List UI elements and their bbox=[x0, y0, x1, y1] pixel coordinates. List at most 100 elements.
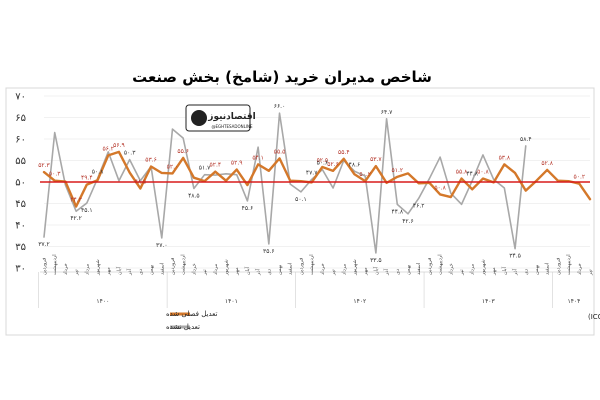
x-tick-label: فروردین bbox=[555, 257, 561, 275]
data-label-adjusted: ۵۰.۸ bbox=[477, 169, 489, 176]
data-label-adjusted: ۵۰.۸ bbox=[434, 184, 446, 191]
data-label-raw: ۴۲.۶ bbox=[402, 218, 414, 225]
series-unadjusted bbox=[43, 112, 527, 254]
y-tick-label: ۶۵ bbox=[15, 113, 26, 124]
data-label-raw: ۵۰.۸ bbox=[92, 169, 104, 176]
data-label-raw: ۵۰.۳ bbox=[124, 150, 136, 157]
legend-label-adjusted: تعدیل فصلی شده bbox=[166, 310, 218, 318]
x-tick-label: آذر bbox=[383, 268, 390, 276]
data-label-raw: ۳۵.۶ bbox=[263, 248, 275, 255]
x-tick-label: خرداد bbox=[63, 263, 69, 275]
x-tick-label: دی bbox=[138, 269, 144, 275]
year-label: ۱۴۰۰ bbox=[96, 298, 109, 305]
data-label-adjusted: ۵۶.۹ bbox=[113, 142, 125, 149]
x-tick-label: مرداد bbox=[470, 263, 476, 275]
x-tick-label: بهمن bbox=[277, 265, 283, 275]
chart-title: شاخص مدیران خرید (شامخ) بخش صنعت bbox=[132, 68, 432, 86]
data-label-adjusted: ۵۵.۸ bbox=[456, 169, 468, 176]
x-tick-label: خرداد bbox=[448, 263, 454, 275]
y-tick-label: ۴۵ bbox=[15, 199, 26, 210]
x-tick-label: آذر bbox=[255, 268, 262, 276]
x-tick-label: مهر bbox=[491, 267, 497, 276]
x-tick-label: اسفند bbox=[159, 263, 165, 275]
x-tick-label: بهمن bbox=[149, 265, 155, 275]
x-tick-label: مهر bbox=[106, 267, 112, 276]
data-label-adjusted: ۵۴.۱ bbox=[252, 154, 264, 161]
x-tick-label: آبان bbox=[501, 266, 508, 275]
x-tick-label: تیر bbox=[588, 269, 594, 276]
x-tick-label: بهمن bbox=[406, 265, 412, 275]
source-note: منبع: اتاق بازرگانی، صنایع، معادن و کشاو… bbox=[588, 312, 600, 321]
x-tick-label: مرداد bbox=[84, 263, 90, 275]
x-tick-label: فروردین bbox=[42, 257, 48, 275]
data-label-raw: ۴۵.۱ bbox=[81, 207, 93, 214]
data-label-adjusted: ۴۴.۳ bbox=[70, 197, 82, 204]
data-label-adjusted: ۵۲.۳ bbox=[38, 162, 50, 169]
data-label-raw: ۵۸.۴ bbox=[520, 136, 532, 143]
data-label-adjusted: ۵۵.۵ bbox=[274, 148, 286, 155]
data-label-adjusted: ۴۹.۴ bbox=[81, 175, 93, 182]
x-tick-label: مرداد bbox=[213, 263, 219, 275]
x-tick-label: اسفند bbox=[416, 263, 422, 275]
data-label-adjusted: ۵۲.۵ bbox=[317, 157, 329, 164]
x-tick-label: فروردین bbox=[170, 257, 176, 275]
year-label: ۱۴۰۱ bbox=[225, 298, 238, 305]
data-label-raw: ۳۷.۰ bbox=[156, 242, 168, 249]
year-label: ۱۴۰۳ bbox=[482, 298, 496, 305]
series-line-unadjusted bbox=[43, 112, 527, 254]
x-tick-label: دی bbox=[266, 269, 272, 275]
x-tick-label: اردیبهشت bbox=[52, 254, 58, 275]
x-tick-label: اسفند bbox=[288, 263, 294, 275]
data-label-raw: ۵۱.۷ bbox=[199, 165, 211, 172]
x-tick-label: شهریور bbox=[224, 259, 230, 276]
logo-handle: @EGHTESADONLINE bbox=[211, 124, 253, 129]
data-label-raw: ۴۸.۵ bbox=[188, 192, 200, 199]
y-tick-label: ۳۰ bbox=[15, 264, 26, 275]
data-label-adjusted: ۵۳.۷ bbox=[370, 156, 382, 163]
x-tick-label: دی bbox=[395, 269, 401, 275]
data-label-raw: ۶۴.۷ bbox=[381, 109, 393, 116]
year-label: ۱۴۰۴ bbox=[567, 298, 580, 305]
x-tick-label: مرداد bbox=[341, 263, 347, 275]
x-axis: فروردین اردیبهشت خرداد تیر مرداد شهریور مهر آبا… bbox=[38, 254, 594, 308]
data-label-raw: ۴۴.۸ bbox=[392, 208, 404, 215]
data-label-raw: ۶۶.۰ bbox=[274, 103, 286, 110]
data-label-adjusted: ۵۰.۲ bbox=[359, 171, 371, 178]
x-tick-label: فروردین bbox=[298, 257, 304, 275]
series-line-adjusted bbox=[42, 150, 592, 208]
data-label-raw: ۳۳.۵ bbox=[370, 257, 382, 264]
data-label-raw: ۳۴.۵ bbox=[509, 253, 521, 260]
data-label-adjusted: ۵۲.۰ bbox=[167, 163, 179, 170]
data-label-adjusted: ۵۶.۲ bbox=[102, 145, 114, 152]
data-label-adjusted: ۵۵.۴ bbox=[338, 149, 350, 156]
data-label-adjusted: ۵۱.۲ bbox=[392, 167, 404, 174]
data-label-raw: ۴۲.۲ bbox=[70, 215, 82, 222]
data-label-adjusted: ۵۵.۶ bbox=[177, 148, 189, 155]
y-tick-label: ۵۵ bbox=[15, 156, 26, 167]
data-label-adjusted: ۴۸.۵ bbox=[135, 178, 147, 185]
year-label: ۱۴۰۲ bbox=[353, 298, 366, 305]
data-label-raw: ۳۷.۲ bbox=[38, 241, 50, 248]
logo: اقتصادنیوز @EGHTESADONLINE bbox=[185, 104, 256, 132]
x-tick-label: مهر bbox=[363, 267, 369, 276]
data-label-raw: ۴۴.۸ bbox=[466, 171, 478, 178]
chart-border bbox=[5, 87, 595, 336]
x-tick-label: اردیبهشت bbox=[181, 254, 187, 275]
data-label-adjusted: ۵۰.۲ bbox=[574, 174, 586, 181]
data-label-adjusted: ۵۲.۴ bbox=[210, 162, 222, 169]
x-tick-label: تیر bbox=[74, 269, 80, 276]
y-axis: ۳۰ ۳۵ ۴۰ ۴۵ ۵۰ ۵۵ ۶۰ ۶۵ ۷۰ bbox=[15, 92, 26, 275]
y-tick-label: ۷۰ bbox=[15, 92, 26, 103]
data-label-raw: ۴۶.۲ bbox=[413, 202, 425, 209]
x-tick-label: آذر bbox=[126, 268, 133, 276]
x-tick-label: خرداد bbox=[577, 263, 583, 275]
data-label-adjusted: ۵۳.۸ bbox=[499, 154, 511, 161]
data-labels: ۵۲.۳ ۵۰.۳ ۴۴.۳ ۴۹.۴ ۵۶.۲ ۵۶.۹ ۴۸.۵ ۵۳.۶ ۵۲.۰ ۵۵.۶… bbox=[38, 103, 585, 264]
x-tick-label: تیر bbox=[459, 269, 465, 276]
data-label-adjusted: ۵۲.۶ bbox=[327, 161, 339, 168]
x-tick-label: فروردین bbox=[427, 257, 433, 275]
x-tick-label: آبان bbox=[244, 266, 251, 275]
x-tick-label: دی bbox=[523, 269, 529, 275]
legend: تعدیل فصلی شده تعدیل نشده bbox=[166, 310, 218, 331]
